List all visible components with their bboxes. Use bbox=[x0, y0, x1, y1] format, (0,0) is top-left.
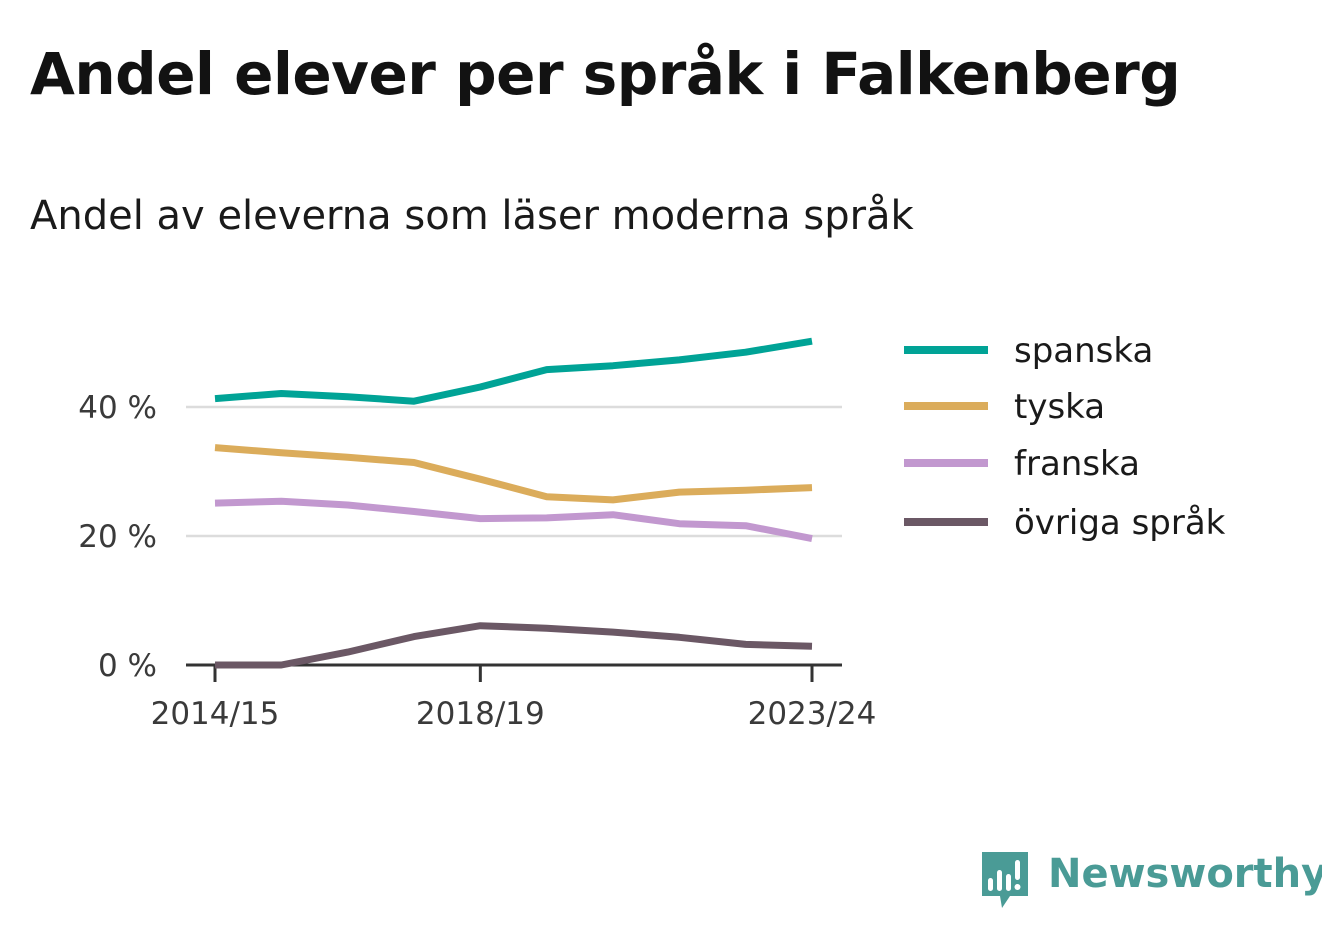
series-lines bbox=[214, 337, 813, 669]
legend-label: franska bbox=[1014, 444, 1140, 484]
legend-label: spanska bbox=[1014, 331, 1153, 371]
bar-chart-speech-bubble-icon bbox=[982, 852, 1028, 908]
legend: spanska tyska franska övriga språk bbox=[904, 331, 1226, 543]
x-tick-label: 2014/15 bbox=[151, 696, 280, 732]
series-line-spanska bbox=[214, 337, 813, 405]
x-tick-label: 2018/19 bbox=[416, 696, 545, 732]
brand-name: Newsworthy bbox=[1048, 851, 1322, 897]
y-axis-ticks: 0 % 20 % 40 % bbox=[78, 390, 157, 684]
x-axis-ticks: 2014/15 2018/19 2023/24 bbox=[151, 665, 877, 732]
x-tick-label: 2023/24 bbox=[748, 696, 877, 732]
chart-title: Andel elever per språk i Falkenberg bbox=[30, 40, 1181, 108]
grid-lines bbox=[186, 405, 842, 538]
y-tick-label: 20 % bbox=[78, 519, 157, 555]
chart-subtitle: Andel av eleverna som läser moderna språ… bbox=[30, 193, 914, 239]
series-line-övriga-språk bbox=[215, 622, 813, 669]
legend-label: tyska bbox=[1014, 387, 1105, 427]
y-tick-label: 40 % bbox=[78, 390, 157, 426]
y-tick-label: 0 % bbox=[98, 648, 157, 684]
series-line-tyska bbox=[214, 444, 813, 504]
legend-label: övriga språk bbox=[1014, 503, 1226, 543]
series-line-franska bbox=[214, 497, 813, 543]
newsworthy-brand: Newsworthy bbox=[980, 848, 1322, 912]
